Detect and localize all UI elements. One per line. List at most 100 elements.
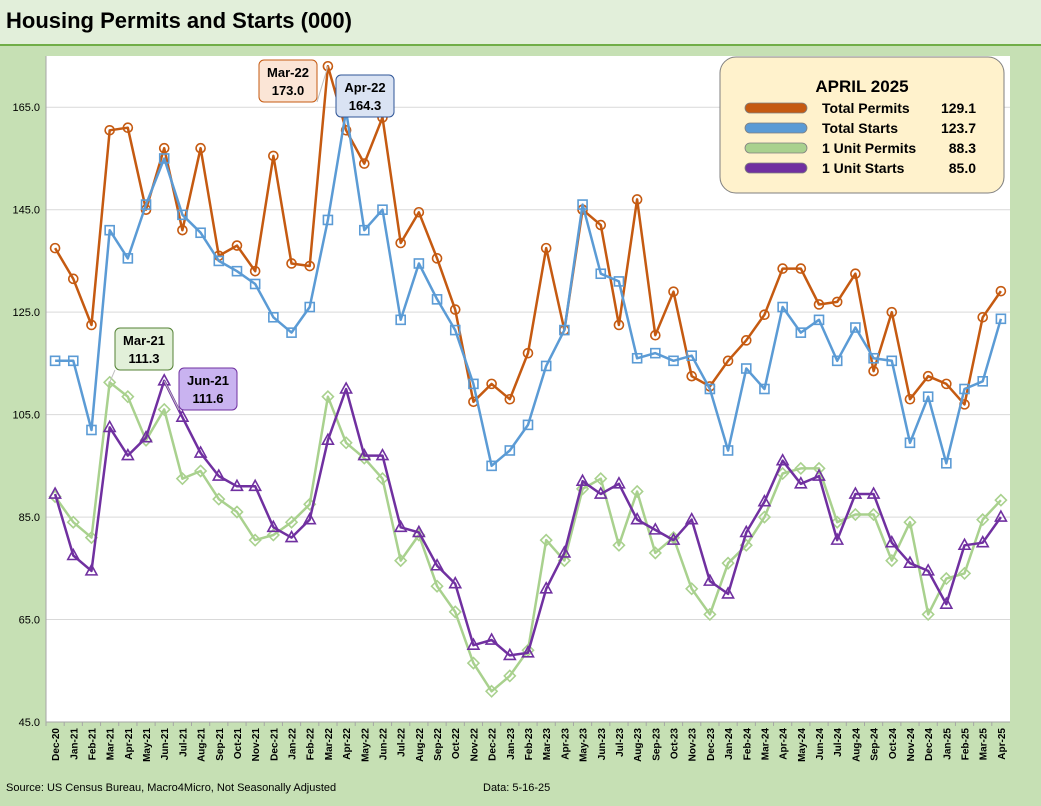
legend-value: 129.1 [941, 100, 976, 116]
x-tick-label: Sep-22 [433, 728, 444, 761]
data-point [486, 378, 497, 390]
y-tick-label: 85.0 [19, 512, 40, 524]
chart-title: Housing Permits and Starts (000) [6, 8, 352, 33]
data-point [539, 533, 553, 547]
data-point [868, 352, 879, 364]
data-point [721, 556, 735, 570]
data-point [904, 437, 916, 449]
x-tick-label: Jul-21 [178, 728, 189, 757]
data-point [413, 206, 425, 218]
annotation-date: Mar-21 [123, 333, 165, 348]
data-point [103, 375, 117, 389]
data-point [850, 322, 861, 333]
data-point [775, 453, 790, 466]
data-point [339, 381, 353, 394]
annotation-date: Apr-22 [344, 80, 385, 95]
y-tick-label: 165.0 [12, 102, 40, 114]
x-tick-label: Jun-22 [378, 728, 389, 761]
data-point [650, 329, 661, 341]
data-point [575, 482, 590, 496]
y-tick-label: 105.0 [12, 410, 40, 422]
data-point [48, 486, 62, 499]
data-point [448, 605, 462, 619]
x-tick-label: Apr-25 [997, 728, 1008, 760]
x-tick-label: Nov-22 [469, 728, 480, 762]
data-point [230, 478, 244, 492]
annotation-apr-22: Apr-22 164.3 [335, 74, 395, 118]
data-point [540, 360, 552, 372]
x-tick-label: Jul-22 [397, 728, 408, 757]
data-point [66, 515, 80, 529]
data-point [286, 327, 297, 338]
annotation-jun-21: Jun-21 111.6 [163, 367, 238, 411]
data-point [484, 684, 499, 698]
data-point [321, 390, 335, 404]
data-point [177, 209, 188, 221]
data-date: Data: 5-16-25 [483, 782, 551, 794]
annotation-box [114, 327, 174, 371]
series-total-permits [49, 60, 1007, 410]
data-point [830, 515, 844, 529]
data-point [120, 447, 135, 461]
x-tick-label: Jan-25 [942, 728, 953, 760]
data-point [466, 637, 481, 650]
x-tick-label: Oct-23 [670, 728, 681, 760]
data-point [104, 224, 115, 236]
data-point [575, 473, 590, 487]
data-point [304, 301, 316, 313]
data-point [686, 350, 697, 362]
data-point [231, 265, 243, 277]
data-point [994, 509, 1008, 522]
data-point [357, 447, 372, 461]
y-tick-label: 65.0 [19, 615, 40, 627]
data-point [377, 204, 388, 215]
data-point [740, 335, 752, 346]
x-tick-label: Mar-23 [542, 728, 553, 761]
data-point [939, 571, 953, 586]
data-point [522, 347, 534, 359]
data-point [759, 309, 770, 321]
data-point [830, 532, 845, 545]
x-tick-label: Jan-21 [69, 728, 80, 760]
series-line [53, 379, 1002, 657]
annotation-date: Mar-22 [267, 65, 309, 80]
data-point [794, 461, 808, 476]
data-point [521, 645, 535, 658]
data-point [412, 524, 426, 538]
data-point [284, 515, 299, 529]
data-point [266, 519, 281, 533]
data-point [448, 576, 463, 589]
series-total-starts [49, 105, 1007, 472]
data-point [248, 533, 262, 547]
data-point [268, 311, 279, 323]
legend-value: 88.3 [949, 140, 976, 156]
data-point [612, 538, 626, 552]
data-point [157, 373, 172, 386]
legend-value: 85.0 [949, 160, 976, 176]
data-point [977, 376, 989, 387]
annotation-leader [316, 66, 329, 103]
data-point [49, 355, 61, 367]
data-point [593, 486, 608, 499]
data-point [668, 355, 679, 367]
annotation-leader [163, 380, 180, 411]
data-point [866, 507, 881, 522]
x-tick-label: Jul-24 [833, 728, 844, 757]
annotation-value: 173.0 [272, 83, 305, 98]
data-point [359, 158, 370, 169]
data-point [613, 276, 625, 287]
x-tick-label: Aug-23 [633, 728, 644, 762]
data-point [86, 319, 97, 331]
legend-label: Total Starts [822, 120, 898, 136]
data-point [921, 607, 935, 622]
data-point [704, 383, 716, 395]
data-point [212, 492, 226, 506]
data-point [976, 513, 990, 527]
x-tick-label: Mar-21 [106, 728, 117, 761]
x-tick-label: Sep-23 [651, 728, 662, 761]
x-tick-label: Jun-21 [160, 728, 171, 761]
data-point [812, 468, 826, 481]
data-point [885, 553, 899, 568]
data-point [211, 468, 226, 481]
data-point [631, 352, 643, 364]
